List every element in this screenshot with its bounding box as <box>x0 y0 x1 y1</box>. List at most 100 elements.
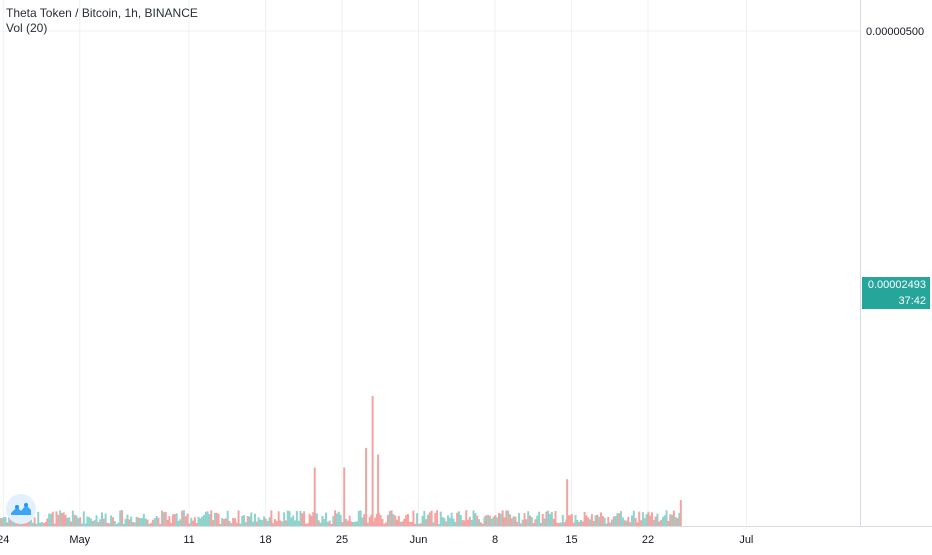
volume-bar <box>328 520 331 526</box>
volume-bar <box>665 510 668 526</box>
volume-bar <box>332 516 335 526</box>
volume-bar <box>532 522 535 526</box>
volume-bar <box>507 510 510 526</box>
volume-bar <box>151 519 154 526</box>
volume-bar <box>104 513 107 526</box>
volume-bar <box>142 513 145 526</box>
volume-bar <box>401 521 404 526</box>
volume-bar <box>95 515 98 526</box>
volume-bar <box>607 517 610 526</box>
volume-bar <box>368 516 371 526</box>
volume-bar <box>77 518 80 526</box>
volume-bar <box>337 511 340 526</box>
volume-bar <box>146 519 149 526</box>
volume-bar <box>283 512 286 526</box>
volume-bar <box>457 511 460 526</box>
volume-bar <box>139 517 142 526</box>
volume-bar <box>312 512 315 526</box>
price-axis: 0.000005000.000010000.000015000.00002000… <box>866 26 924 38</box>
volume-bar <box>135 516 138 526</box>
volume-bar <box>545 511 548 526</box>
volume-bar <box>556 522 559 526</box>
volume-bar <box>354 521 357 526</box>
volume-bar <box>212 520 215 526</box>
volume-bar <box>417 523 420 526</box>
time-tick-label: 8 <box>492 534 498 546</box>
volume-bar <box>452 518 455 526</box>
price-tick-label: 0.00000500 <box>866 26 924 38</box>
volume-bar <box>210 510 213 526</box>
volume-bar <box>80 523 83 526</box>
volume-bar <box>263 516 266 526</box>
volume-bar <box>448 517 451 526</box>
volume-bar <box>55 511 58 526</box>
volume-bar <box>572 522 575 526</box>
volume-bar <box>587 517 590 526</box>
volume-bar <box>321 515 324 526</box>
tradingview-logo[interactable] <box>6 494 36 524</box>
volume-bar <box>601 515 604 526</box>
volume-bar <box>612 516 615 526</box>
volume-bar <box>667 520 670 526</box>
volume-bar <box>479 522 482 526</box>
volume-bar <box>600 512 603 526</box>
volume-bar <box>654 516 657 526</box>
volume-bar <box>403 518 406 526</box>
volume-bar <box>161 510 164 526</box>
volume-bar <box>44 522 47 526</box>
volume-bar <box>660 519 663 526</box>
volume-bar <box>629 522 632 526</box>
volume-bar <box>410 521 413 526</box>
volume-bar <box>8 516 11 526</box>
volume-bar <box>133 522 136 526</box>
volume-bar <box>503 517 506 526</box>
volume-bar <box>621 517 624 526</box>
volume-bar <box>88 517 91 526</box>
volume-bar <box>518 512 521 526</box>
volume-bar <box>317 520 320 526</box>
volume-bar <box>589 519 592 526</box>
time-tick-label: 22 <box>642 534 654 546</box>
volume-bar <box>441 516 444 526</box>
volume-bar <box>164 511 167 526</box>
volume-bar <box>412 510 415 526</box>
volume-bar <box>86 516 89 526</box>
volume-bar <box>182 510 185 526</box>
volume-bar <box>397 515 400 526</box>
volume-bar <box>288 511 291 526</box>
volume-bar <box>230 523 233 526</box>
volume-bar <box>53 523 56 526</box>
volume-bars <box>0 396 682 526</box>
volume-bar <box>250 512 253 526</box>
volume-bar <box>636 522 639 526</box>
volume-bar <box>279 520 282 526</box>
volume-bar <box>248 516 251 526</box>
volume-bar <box>73 514 76 526</box>
volume-bar <box>392 514 395 526</box>
volume-bar <box>75 515 78 526</box>
volume-spike <box>343 467 346 526</box>
volume-bar <box>609 522 612 526</box>
volume-bar <box>310 515 313 526</box>
countdown-badge: 37:42 <box>862 293 930 309</box>
volume-bar <box>233 518 236 526</box>
volume-bar <box>390 510 393 526</box>
last-price-badge: 0.00002493 <box>862 277 930 293</box>
volume-bar <box>108 523 111 526</box>
volume-bar <box>370 514 373 526</box>
volume-bar <box>567 515 570 526</box>
volume-bar <box>512 516 515 526</box>
volume-bar <box>111 517 114 526</box>
volume-bar <box>37 511 40 526</box>
volume-bar <box>651 512 654 526</box>
volume-bar <box>181 510 184 526</box>
volume-bar <box>386 514 389 526</box>
volume-bar <box>31 522 34 526</box>
volume-bar <box>93 520 96 526</box>
volume-bar <box>490 518 493 526</box>
volume-bar <box>496 517 499 526</box>
volume-bar <box>301 513 304 526</box>
volume-bar <box>190 517 193 526</box>
